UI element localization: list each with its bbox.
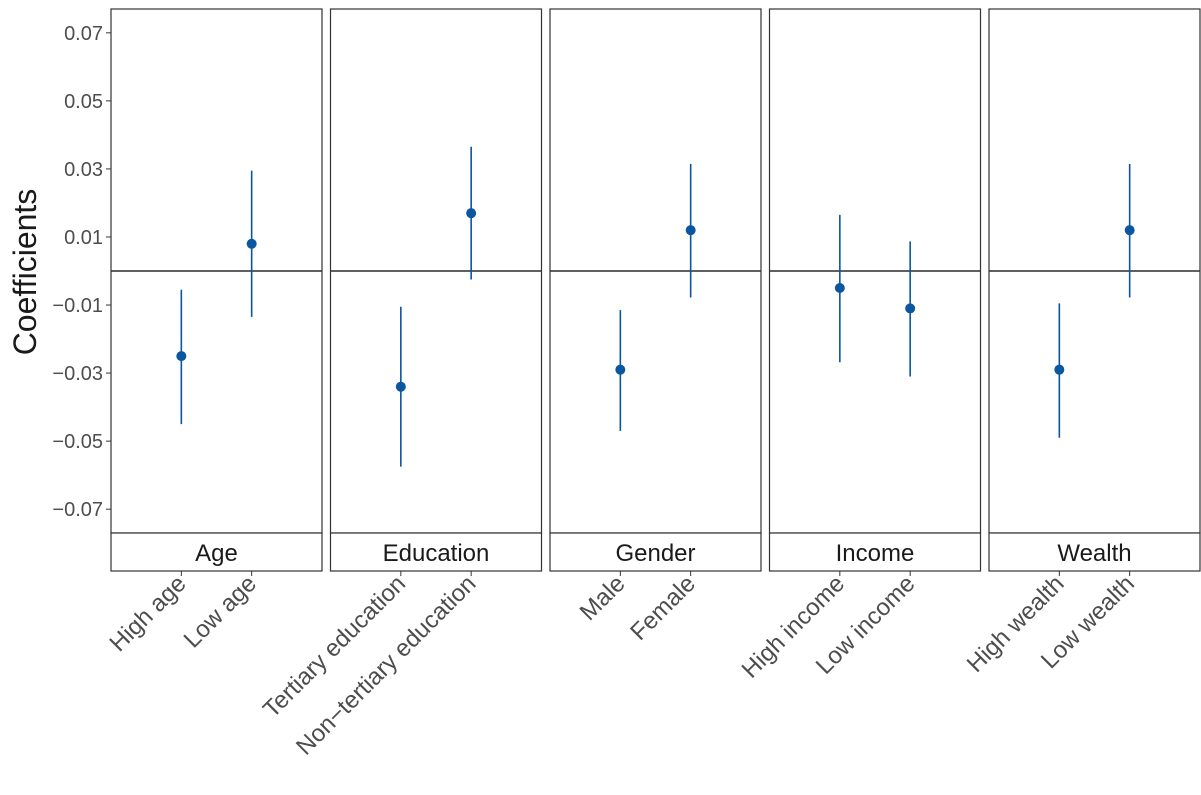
x-tick-label: High age — [105, 570, 192, 657]
coefficient-point — [615, 364, 626, 375]
coefficient-point — [466, 208, 477, 219]
coefficient-point — [1124, 225, 1135, 236]
coefficient-point — [834, 283, 845, 294]
strip-label: Income — [836, 540, 915, 567]
y-tick-label: −0.01 — [52, 295, 103, 317]
y-tick-label: −0.05 — [52, 431, 103, 453]
strip-label: Gender — [615, 540, 695, 567]
coefficient-point — [1054, 364, 1065, 375]
y-axis-title: Coefficients — [7, 189, 43, 356]
strip-box — [988, 532, 1201, 572]
x-tick-label: Low age — [179, 570, 262, 653]
coefficient-point — [685, 225, 696, 236]
y-tick-label: −0.07 — [52, 499, 103, 521]
strip-label: Age — [195, 540, 238, 567]
x-tick-label: Female — [625, 570, 701, 646]
y-tick-label: −0.03 — [52, 363, 103, 385]
coefficient-point — [395, 381, 406, 392]
strip-box — [549, 532, 762, 572]
strip-box — [768, 532, 982, 572]
strip-label: Wealth — [1057, 540, 1131, 567]
coefficient-point — [905, 303, 916, 314]
y-tick-label: 0.05 — [64, 91, 103, 113]
x-tick-label: Male — [575, 570, 631, 626]
coefficient-point — [246, 238, 257, 249]
coefficient-point — [176, 351, 187, 362]
strip-box — [329, 532, 543, 572]
y-tick-label: 0.03 — [64, 159, 103, 181]
y-tick-label: 0.01 — [64, 227, 103, 249]
strip-box — [110, 532, 323, 572]
strip-label: Education — [383, 540, 490, 567]
y-axis-ticks: 0.07 0.05 0.03 0.01 −0.01 −0.03 −0.05 −0.07 — [52, 23, 111, 521]
y-tick-label: 0.07 — [64, 23, 103, 45]
